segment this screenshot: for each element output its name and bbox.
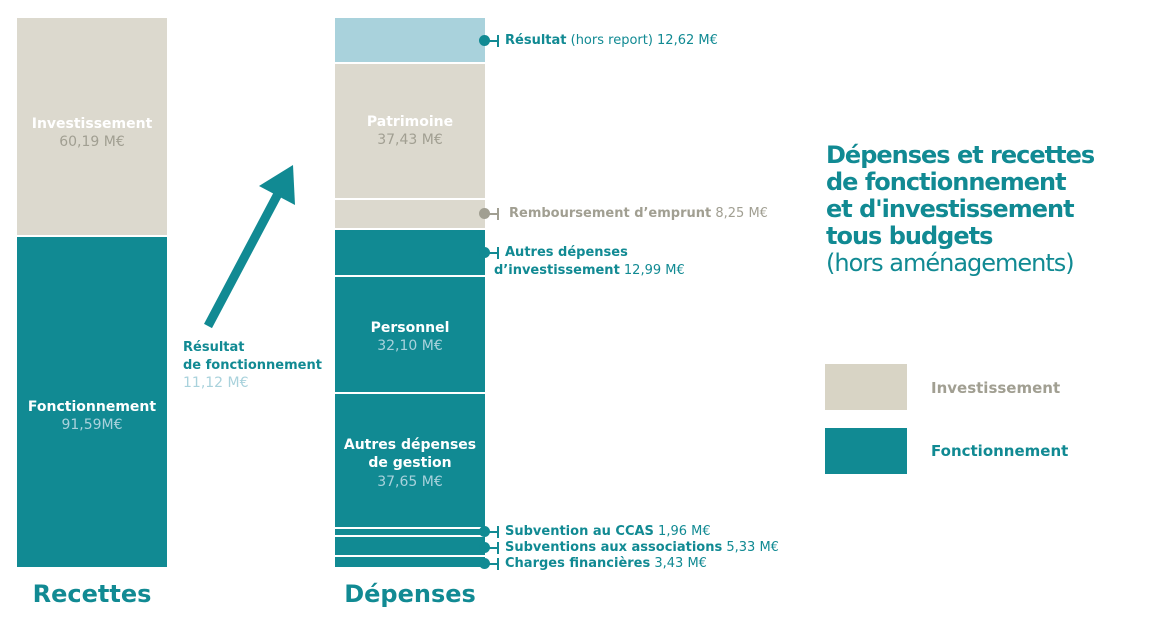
recettes-inv-label: Investissement — [31, 116, 153, 132]
callout-tick-associations — [497, 542, 499, 554]
callout-remboursement: Remboursement d’emprunt 8,25 M€ — [509, 206, 768, 221]
callout-tick-financieres — [497, 558, 499, 570]
callout-line-autres-inv — [488, 252, 498, 254]
callout-associations: Subventions aux associations 5,33 M€ — [505, 540, 779, 555]
callout-tick-resultat — [497, 35, 499, 47]
bar-depenses-resultat — [335, 18, 485, 62]
bar-depenses-gestion — [335, 394, 485, 527]
title-line5: (hors aménagements) — [826, 249, 1075, 277]
callout-line-remboursement — [488, 213, 498, 215]
title-line2: de fonctionnement — [826, 168, 1067, 196]
bar-depenses-patrimoine — [335, 64, 485, 198]
legend-label-investissement: Investissement — [931, 379, 1061, 397]
recettes-fonc-label: Fonctionnement — [27, 399, 157, 415]
gestion-value: 37,65 M€ — [377, 474, 443, 490]
axis-label-depenses: Dépenses — [344, 580, 476, 608]
callout-dot-financieres — [479, 558, 490, 569]
recettes-inv-value: 60,19 M€ — [59, 134, 125, 150]
gestion-label-line1: Autres dépenses — [343, 437, 477, 453]
arrow-icon — [204, 165, 295, 329]
axis-label-recettes: Recettes — [32, 580, 152, 608]
callout-ccas: Subvention au CCAS 1,96 M€ — [505, 524, 711, 539]
recettes-fonc-value: 91,59M€ — [61, 417, 123, 433]
callout-line-resultat — [488, 40, 498, 42]
callout-autres-inv-line2: d’investissement 12,99 M€ — [494, 263, 685, 278]
callout-resultat: Résultat (hors report) 12,62 M€ — [505, 33, 718, 48]
chart-title: Dépenses et recettes de fonctionnement e… — [826, 142, 1146, 277]
arrow-label-line1: Résultat — [183, 340, 245, 355]
callout-line-associations — [488, 547, 498, 549]
callout-line-ccas — [488, 531, 498, 533]
arrow-label-value: 11,12 M€ — [183, 375, 249, 391]
title-line1: Dépenses et recettes — [826, 141, 1095, 169]
callout-line-financieres — [488, 563, 498, 565]
bar-depenses-ccas — [335, 529, 485, 535]
bar-depenses-remboursement — [335, 200, 485, 228]
callout-tick-autres-inv — [497, 247, 499, 259]
gestion-label-line2: de gestion — [368, 455, 452, 471]
bar-recettes-fonctionnement — [17, 237, 167, 567]
callout-dot-autres-inv — [479, 247, 490, 258]
title-line3: et d'investissement — [826, 195, 1075, 223]
callout-financieres: Charges financières 3,43 M€ — [505, 556, 707, 571]
callout-dot-resultat — [479, 35, 490, 46]
bar-depenses-financieres — [335, 557, 485, 567]
callout-tick-ccas — [497, 526, 499, 538]
patrimoine-value: 37,43 M€ — [377, 132, 443, 148]
callout-autres-inv-line1: Autres dépenses — [505, 245, 628, 260]
legend-swatch-investissement — [825, 364, 907, 410]
bar-depenses-associations — [335, 537, 485, 555]
legend-swatch-fonctionnement — [825, 428, 907, 474]
patrimoine-label: Patrimoine — [366, 114, 454, 130]
callout-dot-associations — [479, 542, 490, 553]
callout-dot-ccas — [479, 526, 490, 537]
bar-recettes-investissement — [17, 18, 167, 235]
personnel-value: 32,10 M€ — [377, 338, 443, 354]
arrow-label-line2: de fonctionnement — [183, 358, 322, 373]
title-line4: tous budgets — [826, 222, 993, 250]
bar-depenses-personnel — [335, 277, 485, 392]
legend-label-fonctionnement: Fonctionnement — [931, 442, 1069, 460]
callout-tick-remboursement — [497, 208, 499, 220]
callout-dot-remboursement — [479, 208, 490, 219]
personnel-label: Personnel — [370, 320, 450, 336]
bar-depenses-autres-inv — [335, 230, 485, 275]
